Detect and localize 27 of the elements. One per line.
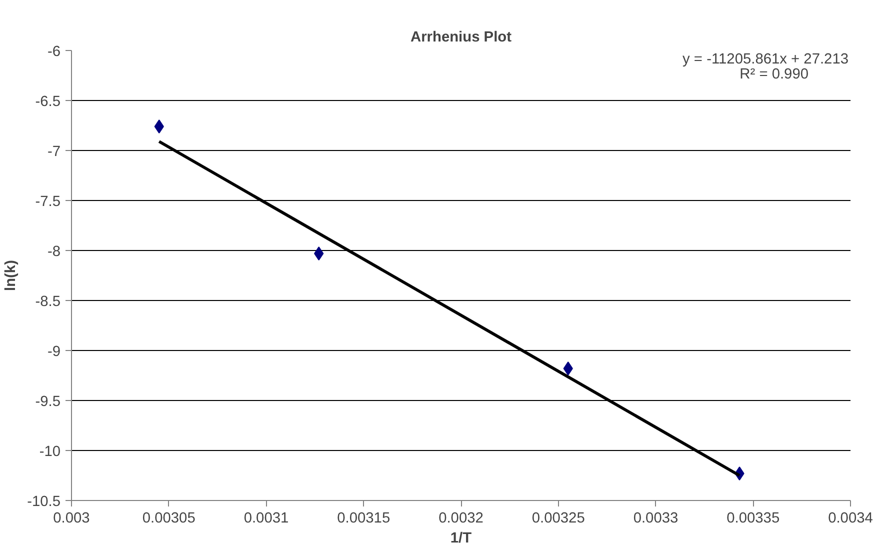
chart-title: Arrhenius Plot [410,30,512,46]
point [314,246,324,260]
y-tick-label: -10 [39,444,61,460]
y-tick-label: -6 [47,44,61,60]
y-tick-label: -9.5 [35,394,61,410]
annotation: R² = 0.990 [740,66,809,82]
y-tick-label: -9 [47,344,61,360]
x-tick-label: 0.00335 [726,510,780,526]
x-tick-label: 0.0032 [438,510,484,526]
y-tick-label: -6.5 [35,94,61,110]
point [154,120,164,134]
y-tick-label: -8.5 [35,294,61,310]
x-tick-label: 0.0033 [633,510,678,526]
x-tick-label: 0.00305 [142,510,196,526]
x-tick-label: 0.0031 [244,510,289,526]
y-tick-label: -10.5 [27,494,60,510]
point [563,362,573,376]
y-tick-label: -7 [47,144,61,160]
y-axis-title: ln(k) [3,260,20,291]
annotation: y = -11205.861x + 27.213 [682,52,849,68]
y-tick-label: -8 [47,244,61,260]
x-axis-title: 1/T [450,530,472,546]
x-tick-label: 0.003 [53,510,90,526]
x-tick-label: 0.00315 [337,510,390,526]
y-tick-label: -7.5 [35,194,61,210]
x-tick-label: 0.0034 [828,510,873,526]
x-tick-label: 0.00325 [532,510,585,526]
